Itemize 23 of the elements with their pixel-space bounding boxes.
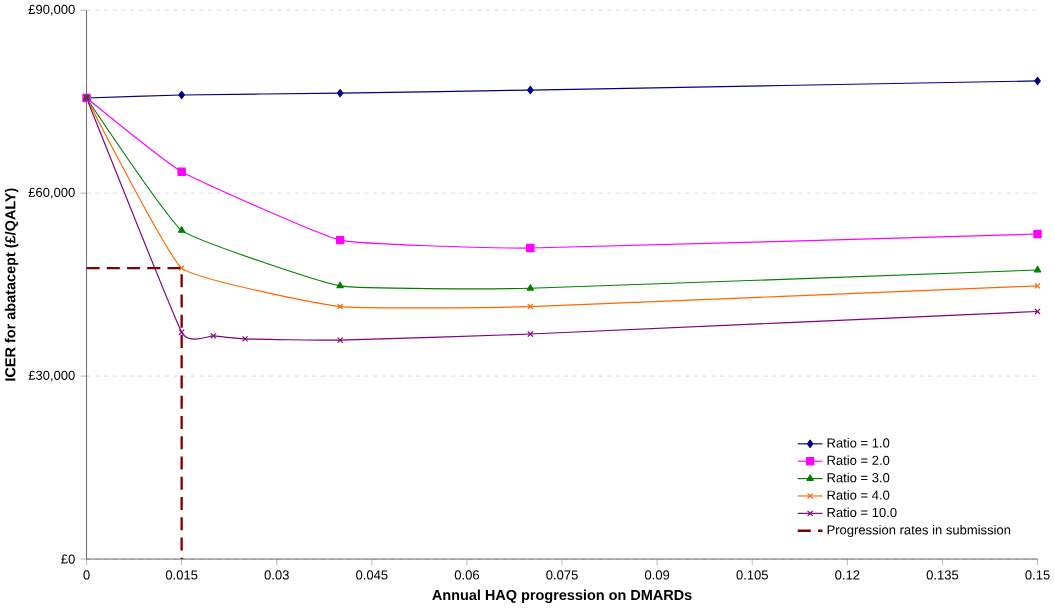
- x-tick-label: 0.135: [926, 570, 959, 580]
- x-tick-label: 0.03: [264, 570, 289, 580]
- y-tick-label: £90,000: [28, 4, 75, 16]
- legend-label: Progression rates in submission: [827, 524, 1011, 538]
- legend-label: Ratio = 2.0: [827, 455, 890, 466]
- y-tick-label: £60,000: [28, 187, 75, 199]
- x-tick-label: 0.15: [1025, 570, 1050, 580]
- y-tick-label: £30,000: [28, 370, 75, 382]
- x-tick-label: 0: [83, 570, 90, 580]
- x-tick-label: 0.015: [165, 570, 198, 580]
- legend-label: Ratio = 4.0: [827, 490, 890, 500]
- legend-label: Ratio = 1.0: [827, 438, 890, 448]
- x-tick-label: 0.075: [546, 570, 578, 580]
- legend-label: Ratio = 3.0: [827, 472, 890, 483]
- legend-label: Ratio = 10.0: [827, 507, 897, 518]
- x-tick-label: 0.045: [356, 570, 388, 580]
- x-tick-label: 0.105: [736, 570, 768, 580]
- x-axis-title: Annual HAQ progression on DMARDs: [432, 589, 692, 604]
- x-tick-label: 0.12: [835, 570, 860, 580]
- x-tick-label: 0.06: [454, 570, 480, 580]
- y-axis-title: ICER for abatacept (£/QALY): [4, 188, 19, 381]
- y-tick-label: £0: [61, 554, 75, 564]
- x-tick-label: 0.09: [644, 570, 670, 580]
